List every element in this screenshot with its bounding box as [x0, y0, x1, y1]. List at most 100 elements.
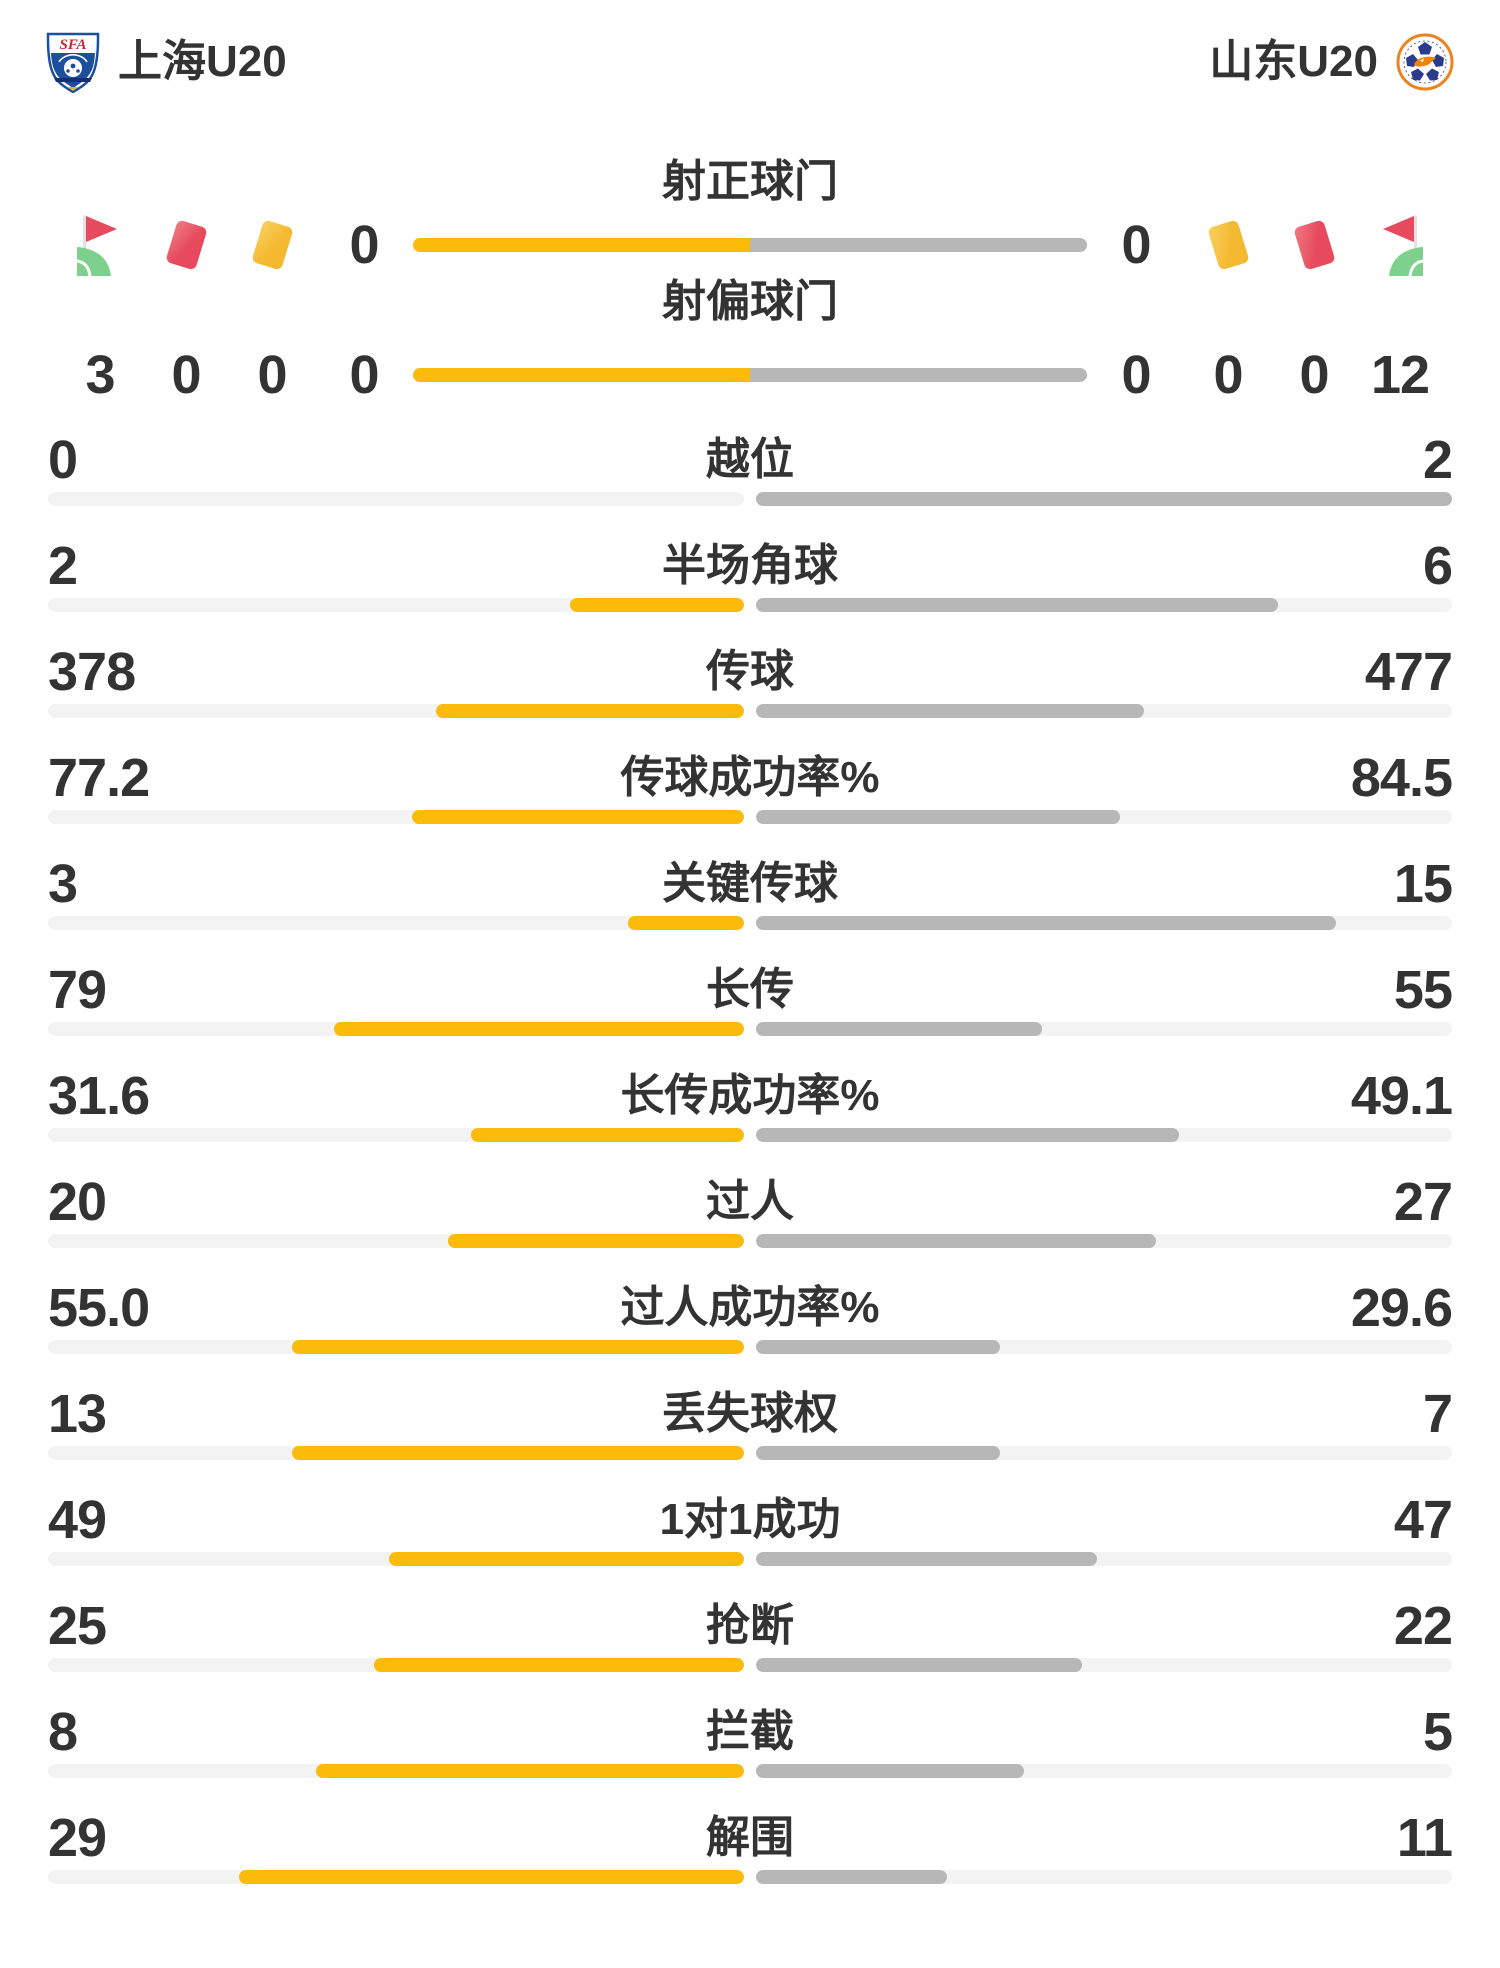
stat-bar-home-fill — [333, 1022, 744, 1036]
stat-bar-away-fill — [756, 1234, 1156, 1248]
stat-bar-home-fill — [315, 1764, 744, 1778]
stat-bar — [48, 492, 1452, 506]
shots-on-target-bar-home — [413, 238, 750, 252]
stat-bar-home-track — [48, 1128, 744, 1142]
stat-bar-home-track — [48, 1552, 744, 1566]
stat-label: 传球 — [706, 647, 794, 696]
stat-row: 丢失球权 13 7 — [48, 1386, 1453, 1492]
stat-bar — [48, 598, 1452, 612]
stat-label: 过人 — [706, 1177, 794, 1226]
stat-bar-home-track — [48, 1658, 744, 1672]
stat-bar-away-track — [756, 916, 1452, 930]
stat-bar-home-track — [48, 810, 744, 824]
stat-bar-away-track — [756, 492, 1452, 506]
stat-row: 过人成功率% 55.0 29.6 — [48, 1278, 1453, 1386]
home-stat-value: 8 — [48, 1702, 78, 1762]
away-shots-off-target-value: 0 — [1121, 345, 1151, 405]
stat-row: 关键传球 3 15 — [48, 856, 1453, 962]
shots-off-target-label: 射偏球门 — [662, 277, 838, 326]
team-away[interactable]: 山东U20 — [1209, 33, 1454, 91]
stat-label: 关键传球 — [662, 859, 838, 908]
stat-bar-home-track — [48, 1234, 744, 1248]
home-shots-on-target-value: 0 — [349, 215, 379, 275]
home-yellow-cards-count: 0 — [257, 345, 287, 405]
stat-row: 拦截 8 5 — [48, 1702, 1453, 1810]
away-badge-icon — [1396, 33, 1454, 91]
stat-bar-home-fill — [570, 598, 744, 612]
stat-text-line: 丢失球权 13 7 — [48, 1386, 1453, 1442]
shots-off-target-bar — [413, 368, 1087, 382]
stat-bar-home-fill — [628, 916, 744, 930]
stat-bar-away-fill — [756, 1022, 1042, 1036]
away-stat-value: 6 — [1422, 536, 1453, 596]
home-stat-value: 79 — [48, 960, 107, 1020]
stat-text-line: 关键传球 3 15 — [48, 856, 1453, 912]
stat-bar-home-track — [48, 916, 744, 930]
stat-bar-away-track — [756, 1764, 1452, 1778]
stat-label: 过人成功率% — [620, 1283, 880, 1332]
home-stat-value: 49 — [48, 1490, 107, 1550]
stat-bar-away-track — [756, 1022, 1452, 1036]
away-stat-value: 27 — [1393, 1172, 1453, 1232]
shots-on-target-bar — [413, 238, 1087, 252]
stat-row: 半场角球 2 6 — [48, 536, 1453, 644]
team-home[interactable]: SFA 上海U20 — [46, 31, 287, 93]
stat-row: 传球 378 477 — [48, 642, 1453, 750]
match-header: SFA 上海U20 山东U20 — [0, 0, 1500, 93]
stat-text-line: 过人 20 27 — [48, 1172, 1453, 1232]
away-team-name: 山东U20 — [1209, 37, 1378, 86]
away-yellow-card-icon — [1185, 219, 1271, 271]
stat-bar-away-fill — [756, 810, 1120, 824]
home-stat-value: 55.0 — [48, 1278, 150, 1338]
stat-bar-home-fill — [471, 1128, 744, 1142]
stat-label: 长传成功率% — [620, 1071, 880, 1120]
home-red-card-icon — [143, 219, 229, 271]
away-stat-value: 84.5 — [1350, 748, 1453, 808]
away-shots-on-target-value: 0 — [1121, 215, 1151, 275]
stat-bar-away-fill — [756, 598, 1278, 612]
stat-bar-away-fill — [756, 1658, 1082, 1672]
shots-off-target-bar-away — [750, 368, 1087, 382]
stat-bar-away-fill — [756, 704, 1145, 718]
discipline-counts-and-shots-bar: 3 0 0 0 0 0 0 12 — [0, 344, 1500, 406]
away-stat-value: 5 — [1422, 1702, 1453, 1762]
stat-bar-away-fill — [756, 492, 1452, 506]
stat-row: 长传 79 55 — [48, 960, 1453, 1068]
home-stat-value: 31.6 — [48, 1066, 150, 1126]
stat-label: 拦截 — [706, 1707, 794, 1756]
home-badge-icon: SFA — [46, 31, 100, 93]
home-stat-value: 378 — [48, 642, 136, 702]
home-shots-off-target-value: 0 — [349, 345, 379, 405]
stat-bar-away-track — [756, 598, 1452, 612]
stat-bar-away-track — [756, 1552, 1452, 1566]
stat-bar — [48, 1552, 1452, 1566]
away-stat-value: 29.6 — [1350, 1278, 1453, 1338]
stat-label: 越位 — [706, 435, 794, 484]
home-team-name: 上海U20 — [118, 37, 287, 86]
away-red-card-icon — [1271, 219, 1357, 271]
stat-text-line: 长传成功率% 31.6 49.1 — [48, 1066, 1453, 1126]
stat-bar-home-track — [48, 1870, 744, 1884]
stat-text-line: 抢断 25 22 — [48, 1598, 1453, 1654]
stats-list: 越位 0 2 半场角球 2 6 传球 — [0, 432, 1500, 1916]
home-stat-value: 77.2 — [48, 748, 150, 808]
stat-bar-away-fill — [756, 916, 1336, 930]
away-stat-value: 11 — [1396, 1808, 1453, 1868]
stat-bar — [48, 1658, 1452, 1672]
stat-bar — [48, 1128, 1452, 1142]
home-stat-value: 2 — [48, 536, 78, 596]
stat-bar-home-track — [48, 1340, 744, 1354]
away-yellow-cards-count: 0 — [1213, 345, 1243, 405]
home-stat-value: 29 — [48, 1808, 107, 1868]
away-corners-count: 12 — [1370, 345, 1430, 405]
away-stat-value: 49.1 — [1350, 1066, 1453, 1126]
stat-bar-home-track — [48, 1764, 744, 1778]
home-yellow-card-icon — [229, 219, 315, 271]
stat-bar-away-track — [756, 810, 1452, 824]
stat-bar-home-track — [48, 1022, 744, 1036]
shots-off-target-bar-home — [413, 368, 750, 382]
stat-row: 过人 20 27 — [48, 1172, 1453, 1280]
stat-bar-away-track — [756, 1446, 1452, 1460]
stat-label: 1对1成功 — [659, 1495, 841, 1544]
stat-bar-away-track — [756, 1234, 1452, 1248]
